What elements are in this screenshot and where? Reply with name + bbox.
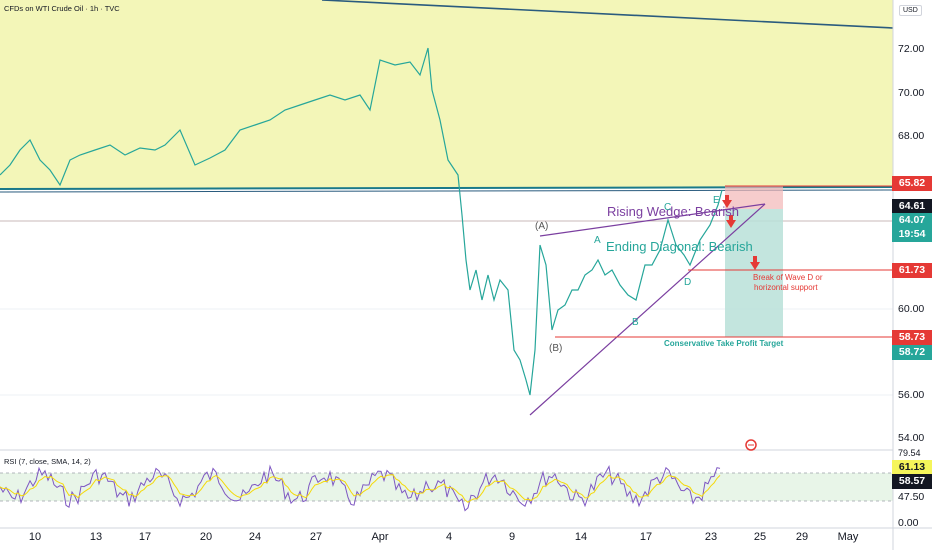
price-tag: 64.61 <box>892 199 932 214</box>
time-label: 25 <box>753 531 767 543</box>
chart-title: CFDs on WTI Crude Oil · 1h · TVC <box>4 4 120 13</box>
time-label: 24 <box>248 531 262 543</box>
wave-label: E <box>713 195 720 206</box>
countdown-tag: 19:54 <box>892 227 932 242</box>
rsi-title: RSI (7, close, SMA, 14, 2) <box>4 457 91 466</box>
price-series <box>0 47 723 396</box>
time-label: 13 <box>89 531 103 543</box>
wave-label: A <box>594 235 601 246</box>
price-tag: 64.07 <box>892 213 932 228</box>
price-tag: 61.73 <box>892 263 932 278</box>
time-label: 29 <box>795 531 809 543</box>
wave-label: C <box>664 202 672 213</box>
price-tag: 65.82 <box>892 176 932 191</box>
price-tick: 60.00 <box>898 303 925 315</box>
price-tick: 54.00 <box>898 432 925 444</box>
target-box <box>725 209 783 337</box>
currency-button[interactable]: USD <box>899 5 922 16</box>
price-tick: 56.00 <box>898 389 925 401</box>
rising-wedge-label: Rising Wedge: Bearish <box>607 204 739 219</box>
rsi-value-tag: 58.57 <box>892 474 932 489</box>
time-label: 23 <box>704 531 718 543</box>
time-label: 9 <box>508 531 516 543</box>
ending-diagonal-label: Ending Diagonal: Bearish <box>606 239 753 254</box>
wedge-lower-line <box>529 203 766 416</box>
wave-label: B <box>632 317 639 328</box>
rsi-tick: 47.50 <box>898 491 925 503</box>
time-label: 20 <box>199 531 213 543</box>
time-label: 17 <box>639 531 653 543</box>
break-note: horizontal support <box>754 283 818 292</box>
rsi-sma-line <box>0 474 721 503</box>
time-label: 4 <box>445 531 453 543</box>
price-tick: 68.00 <box>898 130 925 142</box>
rsi-sma-tag: 61.13 <box>892 460 932 475</box>
price-tag: 58.73 <box>892 330 932 345</box>
rsi-line <box>0 464 721 512</box>
price-tick: 70.00 <box>898 87 925 99</box>
time-label: May <box>837 531 859 543</box>
rsi-tick: 79.54 <box>898 448 921 458</box>
time-label: 17 <box>138 531 152 543</box>
wave-label: (A) <box>535 221 549 232</box>
down-arrows <box>722 195 760 270</box>
rsi-tick: 0.00 <box>898 517 919 529</box>
time-label: 14 <box>574 531 588 543</box>
price-tick: 72.00 <box>898 43 925 55</box>
wave-label: D <box>684 277 692 288</box>
price-tag: 58.72 <box>892 345 932 360</box>
yellow-zone <box>0 0 893 188</box>
trendline-upper <box>321 0 894 29</box>
time-label: Apr <box>371 531 389 543</box>
break-note: Break of Wave D or <box>753 273 823 282</box>
time-label: 27 <box>309 531 323 543</box>
time-label: 10 <box>28 531 42 543</box>
take-profit-label: Conservative Take Profit Target <box>664 339 784 348</box>
wave-label: (B) <box>549 343 563 354</box>
stop-box <box>725 186 783 209</box>
wedge-upper-line <box>539 203 766 237</box>
